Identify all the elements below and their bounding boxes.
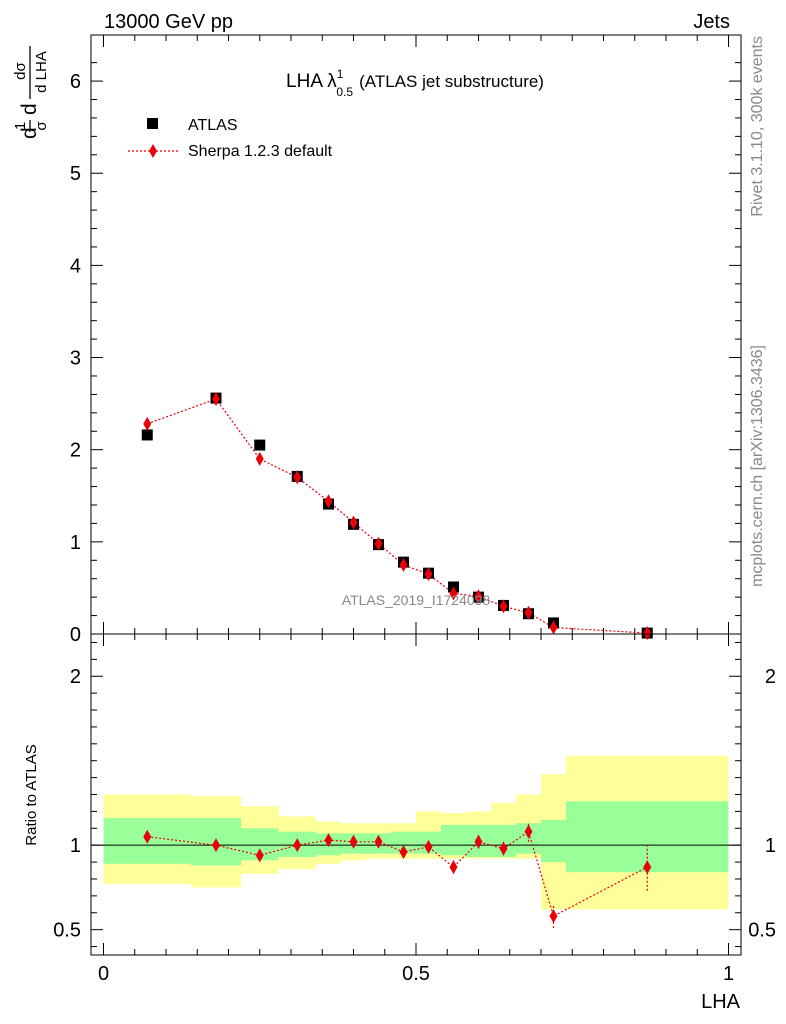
legend-label-sherpa: Sherpa 1.2.3 default [188, 143, 333, 160]
main-y-tick-label: 3 [70, 348, 81, 370]
sherpa-point [549, 620, 558, 635]
ylabel-sigma: σ [33, 121, 50, 131]
ratio-point [324, 833, 333, 848]
ratio-point [549, 909, 558, 924]
x-tick-label: 0 [98, 963, 109, 985]
ratio-y-tick-label: 0.5 [53, 920, 81, 942]
main-y-tick-label: 2 [70, 440, 81, 462]
atlas-point [141, 429, 153, 441]
sherpa-point [643, 626, 652, 641]
ratio-point [293, 838, 302, 853]
sherpa-point [524, 605, 533, 620]
ratio-point [212, 838, 220, 853]
legend: ATLAS Sherpa 1.2.3 default [128, 117, 333, 160]
main-y-axis-label: d 1 σ d dσ d LHA [12, 46, 50, 139]
legend-marker-sherpa [149, 144, 157, 158]
ratio-point [524, 824, 533, 839]
legend-marker-atlas [147, 118, 158, 129]
sherpa-point [474, 589, 483, 604]
x-axis-label: LHA [701, 991, 741, 1013]
main-y-tick-label: 4 [70, 255, 81, 277]
sherpa-point [143, 416, 152, 431]
ratio-point [474, 834, 483, 849]
ratio-y-tick-label: 1 [70, 835, 81, 857]
legend-label-atlas: ATLAS [188, 117, 238, 134]
ratio-point [449, 860, 458, 875]
main-data-marks [141, 392, 653, 641]
sherpa-line [147, 398, 648, 634]
ratio-point [399, 844, 408, 859]
side-label-top: Rivet 3.1.10, 300k events [749, 36, 766, 217]
ratio-point [499, 841, 508, 856]
analysis-watermark: ATLAS_2019_I1724098 [342, 592, 491, 608]
ylabel-d-sigma-frac: d [18, 127, 41, 139]
sherpa-point [449, 586, 458, 601]
ratio-data-marks [143, 821, 652, 928]
ratio-y-tick-label: 2 [70, 666, 81, 688]
sherpa-point [293, 470, 302, 485]
ratio-point [424, 839, 433, 854]
ratio-point [255, 848, 264, 863]
ratio-point [349, 834, 358, 849]
ratio-y-tick-label-right: 0.5 [748, 920, 776, 942]
main-panel: 0 1 2 3 4 5 6 [70, 34, 742, 646]
ratio-point [374, 834, 383, 849]
main-y-tick-label: 5 [70, 163, 81, 185]
ylabel-one: 1 [12, 122, 29, 130]
title-main: LHA λ [286, 71, 337, 92]
sherpa-point [255, 451, 264, 466]
title-subscript: 0.5 [336, 85, 353, 99]
ylabel-dsigma: dσ [12, 61, 29, 79]
ratio-point [643, 860, 652, 875]
sherpa-point [324, 494, 333, 509]
sherpa-point [499, 599, 508, 614]
ratio-point [143, 829, 152, 844]
ratio-y-tick-label-right: 1 [765, 835, 776, 857]
header-right: Jets [693, 11, 730, 33]
inner-band-bin [541, 819, 566, 863]
title-rest: (ATLAS jet substructure) [359, 72, 544, 91]
sherpa-point [399, 557, 408, 572]
ratio-y-tick-label-right: 2 [765, 666, 776, 688]
ratio-y-axis-label: Ratio to ATLAS [23, 744, 40, 845]
ratio-uncertainty-bands [103, 755, 729, 910]
header-left: 13000 GeV pp [104, 11, 233, 33]
inner-band-bin [391, 831, 416, 854]
sherpa-point [212, 392, 220, 407]
x-tick-label: 0.5 [402, 963, 430, 985]
sherpa-point [424, 567, 433, 582]
sherpa-point [349, 515, 358, 530]
main-y-tick-label: 0 [70, 624, 81, 646]
atlas-point [254, 439, 266, 451]
ylabel-dlha: d LHA [33, 51, 50, 93]
x-tick-label: 1 [723, 963, 734, 985]
inner-band-bin [441, 824, 466, 856]
main-y-tick-label: 1 [70, 532, 81, 554]
main-plot-title: LHA λ1 0.5 (ATLAS jet substructure) [286, 67, 544, 99]
title-superscript: 1 [337, 67, 344, 81]
main-y-tick-label: 6 [70, 71, 81, 93]
ylabel-d: d [18, 103, 41, 115]
side-label-bottom: mcplots.cern.ch [arXiv:1306.3436] [749, 345, 766, 587]
sherpa-point [374, 536, 383, 551]
ratio-panel: 0.5 0.5 1 1 2 2 0 0.5 1 [53, 633, 776, 985]
